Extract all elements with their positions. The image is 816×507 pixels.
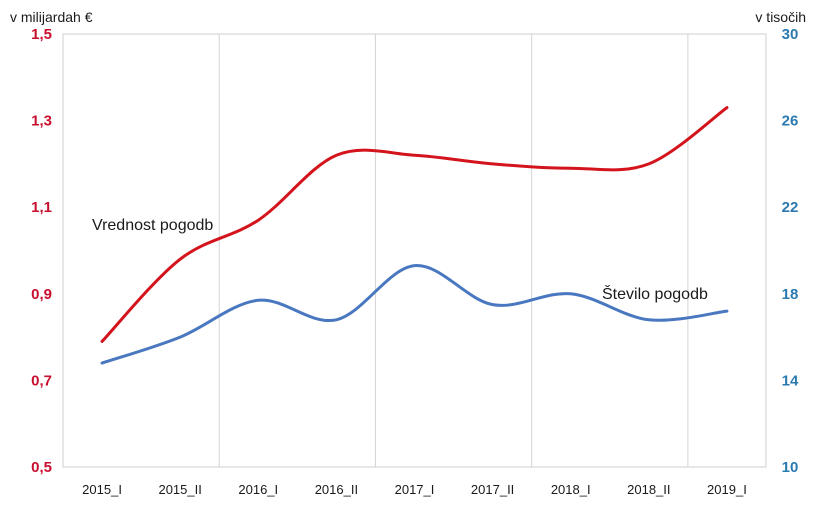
series-label-stevilo: Število pogodb bbox=[602, 284, 708, 303]
left-tick-label: 1,5 bbox=[31, 26, 52, 43]
left-tick-label: 0,7 bbox=[31, 372, 52, 389]
left-tick-label: 1,1 bbox=[31, 199, 52, 216]
right-tick-label: 30 bbox=[782, 26, 799, 43]
right-axis-ticks: 10 14 18 22 26 30 bbox=[782, 26, 799, 476]
right-tick-label: 14 bbox=[782, 372, 799, 389]
x-tick-label: 2019_I bbox=[707, 482, 747, 497]
right-axis-title: v tisočih bbox=[755, 9, 806, 25]
series-line-vrednost-pogodb bbox=[100, 106, 729, 343]
right-tick-label: 22 bbox=[782, 199, 799, 216]
x-tick-label: 2018_II bbox=[627, 482, 670, 497]
chart-grid bbox=[218, 34, 689, 467]
plot-area-border bbox=[62, 33, 767, 468]
left-tick-label: 1,3 bbox=[31, 113, 52, 130]
x-tick-label: 2018_I bbox=[551, 482, 591, 497]
series-line-stevilo-pogodb bbox=[100, 264, 729, 365]
left-tick-label: 0,9 bbox=[31, 286, 52, 303]
x-tick-label: 2015_I bbox=[82, 482, 122, 497]
right-tick-label: 18 bbox=[782, 286, 799, 303]
right-tick-label: 10 bbox=[782, 459, 799, 476]
series-lines bbox=[100, 106, 729, 365]
right-tick-label: 26 bbox=[782, 113, 799, 130]
left-axis-ticks: 0,5 0,7 0,9 1,1 1,3 1,5 bbox=[31, 26, 52, 476]
x-axis-ticks: 2015_I 2015_II 2016_I 2016_II 2017_I 2017_II 2… bbox=[82, 482, 747, 497]
x-tick-label: 2016_I bbox=[238, 482, 278, 497]
x-tick-label: 2017_II bbox=[471, 482, 514, 497]
left-tick-label: 0,5 bbox=[31, 459, 52, 476]
x-tick-label: 2015_II bbox=[158, 482, 201, 497]
series-label-vrednost: Vrednost pogodb bbox=[92, 217, 213, 234]
x-tick-label: 2016_II bbox=[315, 482, 358, 497]
left-axis-title: v milijardah € bbox=[10, 9, 93, 25]
x-tick-label: 2017_I bbox=[395, 482, 435, 497]
